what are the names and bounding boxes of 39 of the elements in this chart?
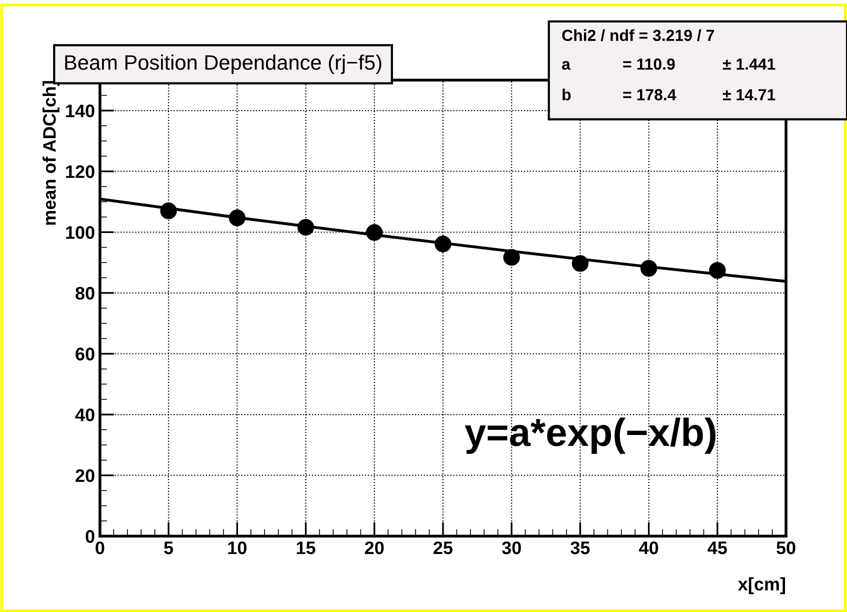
y-tick-label: 20 <box>76 469 94 482</box>
x-tick-label: 30 <box>502 541 521 554</box>
annotation: = 178.4 <box>623 89 676 100</box>
point <box>434 236 452 252</box>
x-tick-label: 10 <box>228 541 246 554</box>
point <box>160 202 177 220</box>
x-tick-label: 0 <box>96 541 104 554</box>
annotation: ± 14.71 <box>722 89 776 100</box>
x-tick-label: 45 <box>708 542 727 554</box>
y-tick-label: 40 <box>75 408 94 422</box>
y-tick-label: 80 <box>76 286 94 300</box>
point <box>228 210 246 226</box>
y-tick-label: 100 <box>66 226 94 239</box>
x-tick-label: 50 <box>776 541 796 554</box>
x-tick-label: 25 <box>434 541 453 554</box>
point <box>366 224 383 241</box>
y-tick-label: 120 <box>66 165 94 178</box>
y-tick-label: 140 <box>66 104 94 118</box>
text: a <box>562 61 571 70</box>
text: = 110.9 <box>623 58 675 70</box>
x-tick-label: 40 <box>639 541 658 554</box>
annotation: y=a*exp(−x/b) <box>464 418 716 454</box>
point <box>503 249 520 266</box>
chart-title: Beam Position Dependance (rj−f5) <box>65 54 382 74</box>
y-tick-label: 0 <box>86 530 94 543</box>
text: Chi2 / ndf = 3.219 / 7 <box>562 29 714 42</box>
x-tick-label: 5 <box>164 542 174 554</box>
x-tick-label: 20 <box>364 541 384 554</box>
point <box>572 255 589 272</box>
text: ± 1.441 <box>722 58 776 70</box>
annotation: b <box>562 88 571 100</box>
x-tick-label: 35 <box>570 541 590 554</box>
x-tick-label: 15 <box>296 542 316 554</box>
point <box>297 218 314 236</box>
y-tick-label: 60 <box>76 348 94 360</box>
y-axis-title: mean of ADC[ch] <box>42 81 60 225</box>
point <box>640 260 658 277</box>
point <box>709 262 726 279</box>
x-axis-title: x[cm] <box>738 577 786 594</box>
